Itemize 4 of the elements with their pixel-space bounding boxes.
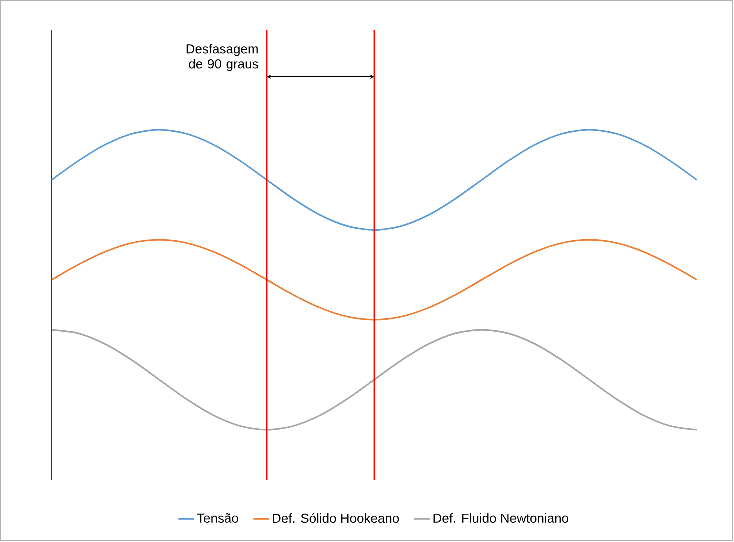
legend-label: Def. Fluido Newtoniano xyxy=(434,513,569,524)
text: Desfasagem de 90 graus xyxy=(186,44,258,72)
legend-label: Tensão xyxy=(197,514,238,523)
legend-label: Def. Sólido Hookeano xyxy=(273,513,400,524)
